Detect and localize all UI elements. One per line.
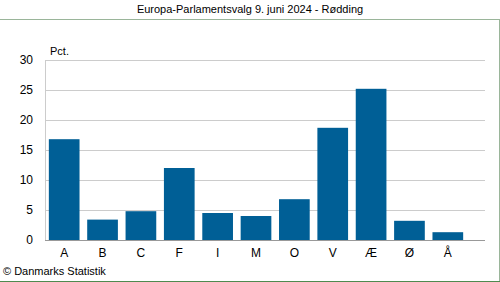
x-tick-label: Ø xyxy=(405,246,414,260)
x-tick: I xyxy=(216,240,219,260)
x-tick-label: V xyxy=(329,246,337,260)
y-tick-label: 25 xyxy=(20,83,34,97)
frame-top xyxy=(0,19,500,20)
y-axis: 0 5 10 15 20 25 30 xyxy=(20,53,46,247)
chart: Europa-Parlamentsvalg 9. juni 2024 - Rød… xyxy=(0,0,500,282)
grid-line xyxy=(45,150,485,151)
y-tick-label: 5 xyxy=(26,203,33,217)
bar xyxy=(394,221,425,240)
bar xyxy=(432,232,463,240)
x-tick: F xyxy=(176,240,183,260)
x-tick: M xyxy=(251,240,261,260)
bar xyxy=(317,128,348,240)
grid-line xyxy=(45,60,485,61)
x-tick-label: Æ xyxy=(365,246,377,260)
bar xyxy=(87,220,118,240)
y-tick: 15 xyxy=(20,143,45,157)
bar xyxy=(49,139,80,240)
bars xyxy=(49,89,463,240)
y-tick-label: 15 xyxy=(20,143,34,157)
grid-line xyxy=(45,240,485,241)
frame-right xyxy=(499,20,500,282)
x-axis: ABCFIMOVÆØÅ xyxy=(45,240,485,260)
x-tick: Æ xyxy=(365,240,377,260)
y-tick-label: 10 xyxy=(20,173,34,187)
x-tick-label: A xyxy=(60,246,68,260)
x-tick: B xyxy=(99,240,107,260)
x-tick: C xyxy=(137,240,146,260)
annotation: © Danmarks Statistik xyxy=(3,265,106,277)
x-tick-label: B xyxy=(99,246,107,260)
y-tick: 10 xyxy=(20,173,45,187)
x-tick: O xyxy=(290,240,299,260)
title: Europa-Parlamentsvalg 9. juni 2024 - Rød… xyxy=(137,3,363,15)
y-tick: 0 xyxy=(26,233,45,247)
bar xyxy=(126,211,157,240)
y-tick-label: 0 xyxy=(26,233,33,247)
y-tick: 5 xyxy=(26,203,45,217)
bar xyxy=(202,213,233,240)
y-tick: 30 xyxy=(20,53,45,67)
x-tick-label: O xyxy=(290,246,299,260)
frame-bottom xyxy=(0,281,500,282)
bar xyxy=(164,168,195,240)
x-tick-label: F xyxy=(176,246,183,260)
x-tick: A xyxy=(60,240,68,260)
y-tick: 20 xyxy=(20,113,45,127)
x-tick-label: I xyxy=(216,246,219,260)
y-tick: 25 xyxy=(20,83,45,97)
x-tick-label: Å xyxy=(444,245,452,260)
frame xyxy=(0,20,500,282)
x-axis-line xyxy=(45,240,485,241)
y-tick-label: 20 xyxy=(20,113,34,127)
x-tick: V xyxy=(329,240,337,260)
x-tick: Å xyxy=(444,240,452,260)
x-tick: Ø xyxy=(405,240,414,260)
grid-line xyxy=(45,210,485,211)
grid-line xyxy=(45,180,485,181)
y-tick-label: 30 xyxy=(20,53,34,67)
grid xyxy=(45,61,485,241)
x-tick-label: M xyxy=(251,246,261,260)
x-tick-label: C xyxy=(137,246,146,260)
y-axis-line xyxy=(45,61,46,241)
bar xyxy=(279,199,310,240)
grid-line xyxy=(45,120,485,121)
bar xyxy=(241,216,272,240)
grid-line xyxy=(45,90,485,91)
bar xyxy=(356,89,387,240)
y-label: Pct. xyxy=(50,45,69,57)
